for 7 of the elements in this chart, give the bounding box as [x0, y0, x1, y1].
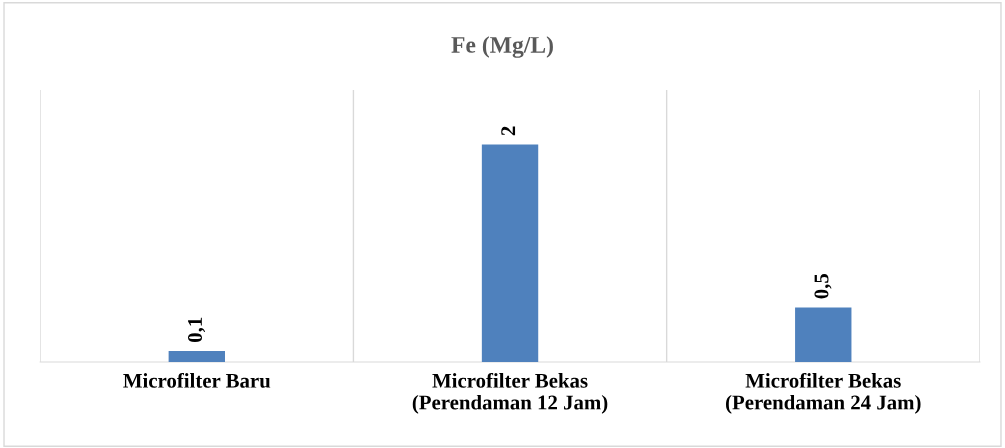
x-tick-label: Microfilter Bekas (Perendaman 12 Jam) [412, 372, 608, 414]
x-tick-label: Microfilter Bekas (Perendaman 24 Jam) [726, 372, 921, 414]
data-label: 0,1 [187, 317, 206, 342]
data-label: 0,5 [814, 273, 832, 299]
x-tick-label: Microfilter Baru [123, 372, 271, 388]
data-label: 2 [501, 126, 516, 136]
chart-title: Fe (Mg/L) [451, 36, 553, 58]
